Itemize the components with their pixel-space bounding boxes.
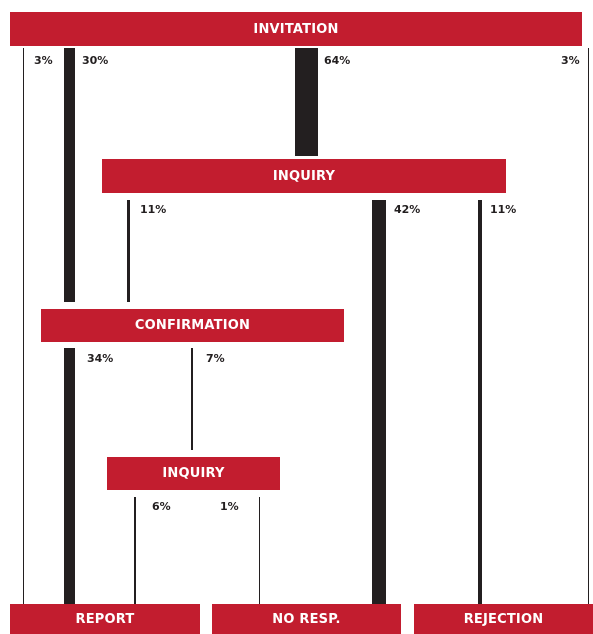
flow-line-invitation-confirmation	[64, 48, 75, 302]
flow-line-inquiry-no-response	[372, 200, 386, 604]
invitation-box: INVITATION	[10, 12, 582, 46]
pct-inquiry2-report: 6%	[152, 500, 171, 513]
pct-inquiry-no-response: 42%	[394, 203, 421, 216]
pct-inquiry-confirmation: 11%	[140, 203, 167, 216]
flow-line-confirmation-report	[64, 348, 75, 604]
pct-inquiry-rejection: 11%	[490, 203, 517, 216]
pct-inquiry2-no-response: 1%	[220, 500, 239, 513]
pct-invitation-report: 3%	[34, 54, 53, 67]
flow-line-inquiry-rejection	[478, 200, 482, 604]
flow-line-invitation-report	[23, 48, 24, 604]
flow-line-invitation-inquiry	[295, 48, 318, 156]
flow-line-confirmation-inquiry	[191, 348, 193, 450]
flow-line-inquiry2-no-response	[259, 497, 260, 604]
pct-invitation-inquiry: 64%	[324, 54, 351, 67]
pct-confirmation-inquiry: 7%	[206, 352, 225, 365]
confirmation-box: CONFIRMATION	[41, 309, 344, 342]
pct-confirmation-report: 34%	[87, 352, 114, 365]
flow-line-inquiry-confirmation	[127, 200, 130, 302]
rejection-box: REJECTION	[414, 604, 593, 634]
pct-invitation-confirmation: 30%	[82, 54, 109, 67]
report-box: REPORT	[10, 604, 200, 634]
inquiry-box-second: INQUIRY	[107, 457, 280, 490]
inquiry-box: INQUIRY	[102, 159, 506, 193]
pct-invitation-rejection: 3%	[561, 54, 580, 67]
no-response-box: NO RESP.	[212, 604, 401, 634]
flow-line-invitation-rejection	[588, 48, 589, 604]
flow-line-inquiry2-report	[134, 497, 136, 604]
